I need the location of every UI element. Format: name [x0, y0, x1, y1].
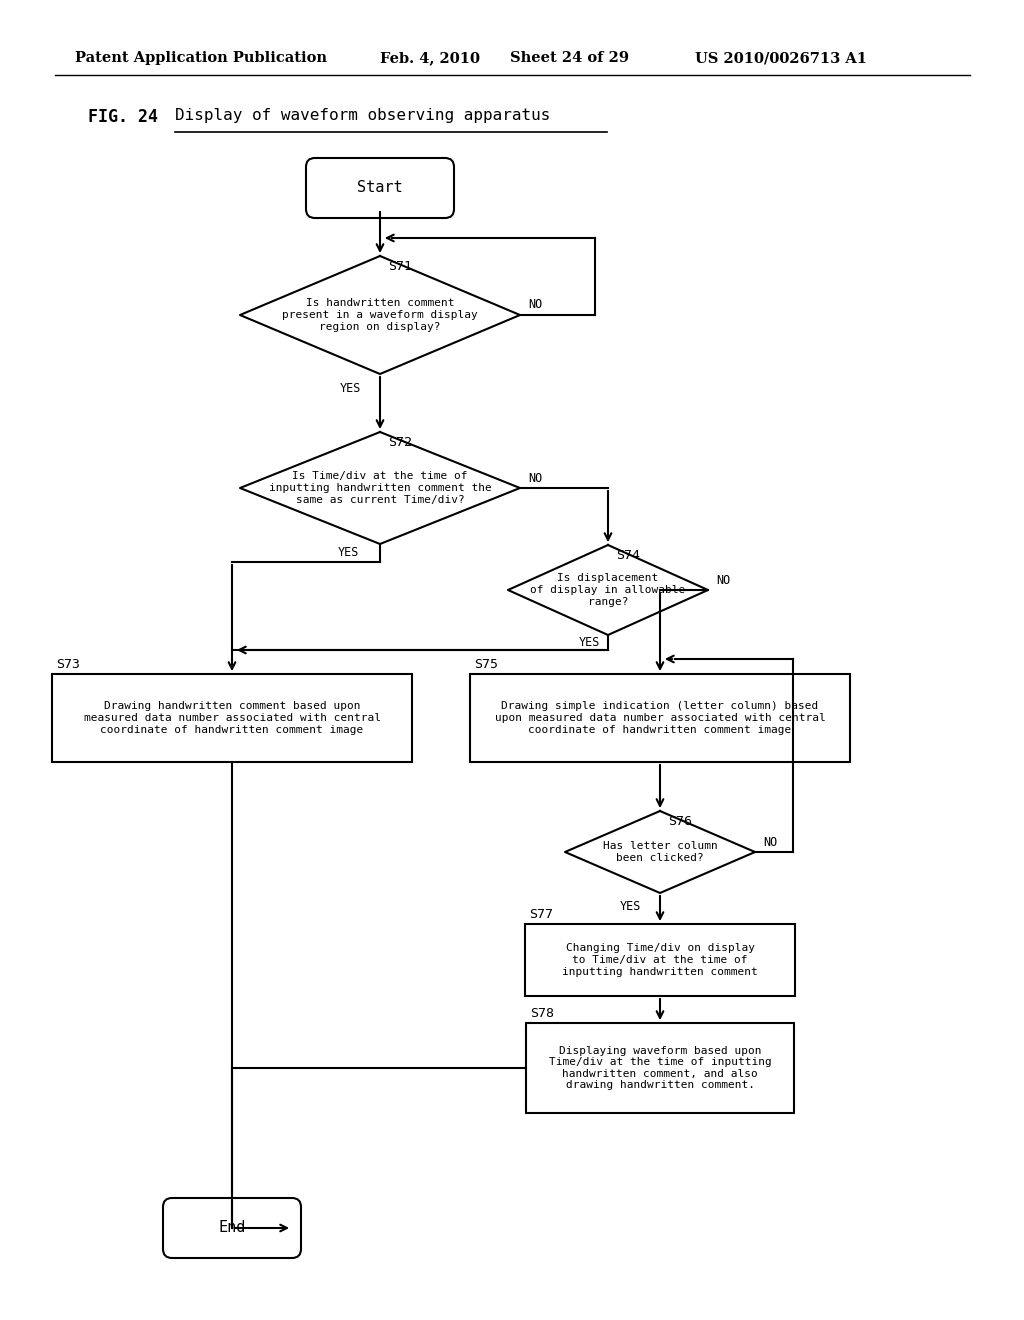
Text: S78: S78: [530, 1007, 554, 1020]
Text: S75: S75: [474, 657, 498, 671]
Text: NO: NO: [716, 573, 730, 586]
Text: NO: NO: [528, 298, 543, 312]
Text: US 2010/0026713 A1: US 2010/0026713 A1: [695, 51, 867, 65]
Text: S77: S77: [529, 908, 553, 921]
Text: Sheet 24 of 29: Sheet 24 of 29: [510, 51, 629, 65]
Text: YES: YES: [339, 381, 360, 395]
Text: FIG. 24: FIG. 24: [88, 108, 158, 125]
Text: Feb. 4, 2010: Feb. 4, 2010: [380, 51, 480, 65]
Text: Start: Start: [357, 181, 402, 195]
FancyBboxPatch shape: [526, 1023, 794, 1113]
Text: S71: S71: [388, 260, 412, 273]
FancyBboxPatch shape: [163, 1199, 301, 1258]
FancyBboxPatch shape: [470, 675, 850, 762]
Text: NO: NO: [528, 471, 543, 484]
Text: YES: YES: [620, 900, 641, 913]
Text: YES: YES: [579, 636, 600, 649]
Text: Is Time/div at the time of
inputting handwritten comment the
same as current Tim: Is Time/div at the time of inputting han…: [268, 471, 492, 504]
Text: S74: S74: [616, 549, 640, 562]
Text: Patent Application Publication: Patent Application Publication: [75, 51, 327, 65]
Text: Displaying waveform based upon
Time/div at the time of inputting
handwritten com: Displaying waveform based upon Time/div …: [549, 1045, 771, 1090]
Text: End: End: [218, 1221, 246, 1236]
Text: S73: S73: [56, 657, 80, 671]
Text: Is displacement
of display in allowable
range?: Is displacement of display in allowable …: [530, 573, 686, 607]
Text: S72: S72: [388, 436, 412, 449]
Text: Display of waveform observing apparatus: Display of waveform observing apparatus: [175, 108, 550, 123]
Text: NO: NO: [763, 836, 777, 849]
Text: S76: S76: [668, 814, 692, 828]
Text: Is handwritten comment
present in a waveform display
region on display?: Is handwritten comment present in a wave…: [283, 298, 478, 331]
FancyBboxPatch shape: [525, 924, 795, 997]
Text: Drawing handwritten comment based upon
measured data number associated with cent: Drawing handwritten comment based upon m…: [84, 701, 381, 735]
Text: Has letter column
been clicked?: Has letter column been clicked?: [603, 841, 718, 863]
FancyBboxPatch shape: [52, 675, 412, 762]
FancyBboxPatch shape: [306, 158, 454, 218]
Text: YES: YES: [337, 545, 358, 558]
Text: Changing Time/div on display
to Time/div at the time of
inputting handwritten co: Changing Time/div on display to Time/div…: [562, 944, 758, 977]
Text: Drawing simple indication (letter column) based
upon measured data number associ: Drawing simple indication (letter column…: [495, 701, 825, 735]
